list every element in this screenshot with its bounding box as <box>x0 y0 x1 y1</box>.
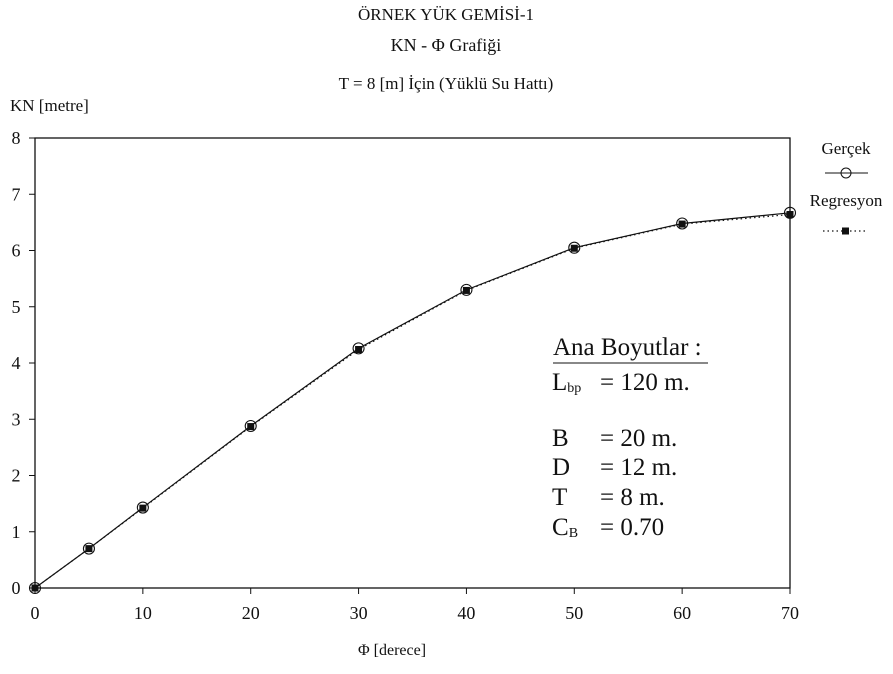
annotation-heading: Ana Boyutlar : <box>553 334 702 361</box>
annotation-row-cb: CB = 0.70 <box>552 514 664 541</box>
series-point-regresyon <box>462 286 470 294</box>
y-tick-label: 6 <box>12 241 21 261</box>
annotation-value-lbp: = 120 m. <box>600 369 690 396</box>
series-point-gercek <box>82 542 95 555</box>
series-point-regresyon <box>31 584 39 592</box>
series-point-regresyon <box>85 545 93 553</box>
series-layer <box>28 206 797 595</box>
annotation-row-b: B = 20 m. <box>552 425 677 452</box>
x-tick-label: 0 <box>31 603 40 623</box>
annotation-row-t: T = 8 m. <box>552 484 665 511</box>
x-tick-label: 30 <box>350 603 368 623</box>
legend-marker-gercek <box>840 167 852 179</box>
series-point-regresyon <box>247 423 255 431</box>
y-tick-label: 8 <box>12 128 21 148</box>
annotation-sub-b: B <box>569 526 578 541</box>
main-dimensions-box: Ana Boyutlar : Lbp = 120 m. B = 20 m. D = 1… <box>552 334 708 541</box>
x-tick-label: 10 <box>134 603 152 623</box>
annotation-symbol-c: C <box>552 514 569 541</box>
y-tick-label: 2 <box>12 466 21 486</box>
y-tick-label: 1 <box>12 522 21 542</box>
series-point-regresyon <box>139 504 147 512</box>
legend-label-regresyon: Regresyon <box>810 191 883 210</box>
legend-label-gercek: Gerçek <box>821 139 871 158</box>
x-tick-label: 50 <box>565 603 583 623</box>
series-point-gercek <box>352 342 365 355</box>
x-tick-label: 60 <box>673 603 691 623</box>
annotation-row-lbp: Lbp = 120 m. <box>552 369 690 396</box>
x-tick-label: 40 <box>457 603 475 623</box>
series-point-gercek <box>783 206 797 219</box>
series-point-regresyon <box>355 346 363 353</box>
series-point-gercek <box>568 241 581 254</box>
series-point-gercek <box>244 419 257 433</box>
chart-subtitle: KN - Φ Grafiği <box>391 35 502 55</box>
series-point-regresyon <box>570 244 578 252</box>
chart-title: ÖRNEK YÜK GEMİSİ-1 <box>358 5 534 24</box>
x-tick-label: 20 <box>242 603 260 623</box>
annotation-row-d: D = 12 m. <box>552 454 677 481</box>
series-point-regresyon <box>678 220 686 228</box>
annotation-value-cb: = 0.70 <box>600 514 664 541</box>
annotation-symbol-t: T <box>552 484 567 511</box>
annotation-symbol-l: L <box>552 369 567 396</box>
y-tick-label: 4 <box>12 353 21 373</box>
axis-ticks: 0 10 20 30 40 50 60 70 0 1 2 3 4 5 6 7 8 <box>12 128 800 623</box>
series-point-regresyon <box>786 211 794 218</box>
series-point-gercek <box>460 283 473 296</box>
annotation-value-b: = 20 m. <box>600 425 677 452</box>
series-line-regresyon <box>34 213 791 589</box>
series-point-gercek <box>136 501 149 514</box>
y-tick-label: 7 <box>12 184 21 204</box>
y-tick-label: 3 <box>12 409 21 429</box>
x-tick-label: 70 <box>781 603 799 623</box>
annotation-sub-bp: bp <box>567 381 581 396</box>
legend: Gerçek Regresyon <box>810 139 883 235</box>
annotation-symbol-b: B <box>552 425 569 452</box>
annotation-value-d: = 12 m. <box>600 454 677 481</box>
chart-condition-label: T = 8 [m] İçin (Yüklü Su Hattı) <box>339 74 554 93</box>
x-axis-label: Φ [derece] <box>358 642 426 659</box>
series-line-gercek <box>34 212 791 589</box>
y-tick-label: 0 <box>12 578 21 598</box>
y-axis-label: KN [metre] <box>10 96 89 115</box>
annotation-symbol-d: D <box>552 454 570 481</box>
y-tick-label: 5 <box>12 297 21 317</box>
annotation-value-t: = 8 m. <box>600 484 665 511</box>
series-point-gercek <box>28 581 42 595</box>
legend-marker-regresyon <box>842 227 849 235</box>
